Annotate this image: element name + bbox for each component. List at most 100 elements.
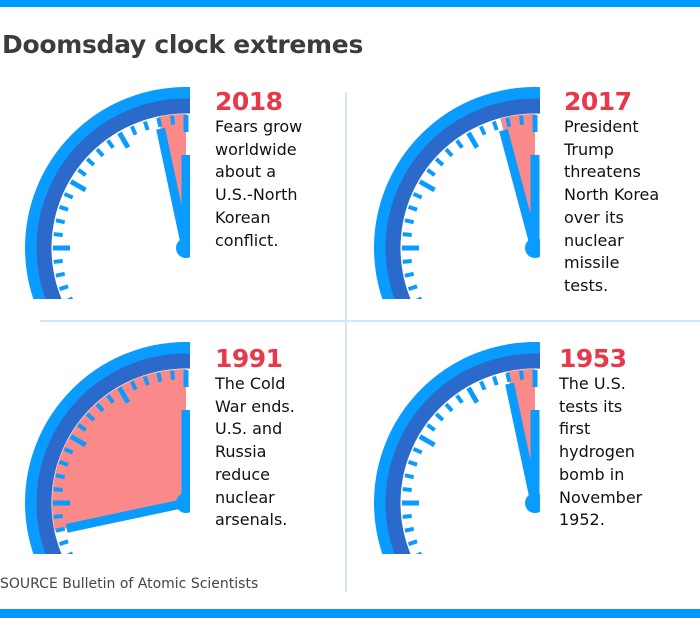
minute-tick (130, 380, 138, 391)
panel-year: 1991 (215, 344, 283, 373)
minute-tick (444, 147, 454, 158)
minute-tick (420, 306, 435, 315)
minute-tick (108, 348, 113, 355)
minute-tick (427, 576, 434, 581)
minute-tick (87, 331, 94, 337)
minute-tick (466, 131, 480, 149)
minute-tick (130, 125, 138, 136)
top-accent-bar (0, 0, 700, 7)
minute-tick (66, 551, 73, 554)
center-pivot (525, 493, 540, 513)
minute-tick (85, 157, 96, 167)
center-pivot (176, 238, 190, 258)
minute-tick (407, 459, 418, 467)
outer-ring (25, 87, 190, 299)
minute-hand (65, 498, 187, 533)
minute-tick (170, 115, 176, 125)
minute-tick (479, 125, 487, 136)
center-pivot (176, 493, 190, 513)
minute-tick (415, 296, 422, 299)
minute-tick (95, 147, 105, 158)
minute-tick (66, 296, 73, 299)
minute-tick (69, 179, 87, 193)
minute-tick (434, 412, 445, 422)
clock-1991 (25, 342, 190, 602)
minute-tick (58, 539, 69, 547)
panel-year: 1953 (559, 344, 627, 373)
minute-tick (404, 271, 415, 278)
minute-tick (106, 139, 115, 149)
minute-hand (505, 382, 540, 504)
minute-tick (53, 258, 63, 264)
minute-tick (170, 370, 176, 380)
minute-tick (479, 380, 487, 391)
minute-tick (418, 434, 436, 448)
minute-tick (420, 561, 435, 570)
clock-1953 (374, 342, 540, 602)
minute-tick (426, 423, 436, 432)
minute-tick (436, 331, 443, 337)
panel-year: 2018 (215, 87, 283, 116)
minute-hand (499, 128, 540, 250)
minute-tick (71, 561, 86, 570)
minute-tick (519, 370, 525, 380)
danger-wedge (51, 368, 186, 531)
vertical-divider (345, 92, 347, 592)
page-title: Doomsday clock extremes (2, 30, 364, 59)
minute-tick (142, 120, 150, 131)
minute-tick (412, 447, 423, 455)
minute-tick (156, 117, 163, 128)
minute-tick (436, 586, 443, 592)
minute-tick (55, 218, 66, 225)
outer-ring (25, 342, 190, 554)
minute-tick (53, 513, 63, 519)
panel-description: The U.S. tests its first hydrogen bomb i… (559, 374, 643, 530)
minute-tick (85, 412, 96, 422)
minute-tick (402, 232, 412, 238)
minute-tick (455, 139, 464, 149)
minute-tick (427, 321, 434, 326)
panel-description: President Trump threatens North Korea ov… (564, 117, 660, 295)
minute-tick (78, 321, 85, 326)
minute-tick (142, 375, 150, 386)
minute-tick (491, 120, 499, 131)
minute-tick (505, 372, 512, 383)
inner-ring (385, 98, 540, 299)
minute-tick (407, 204, 418, 212)
panel-1991-text: 1991 The Cold War ends. U.S. and Russia … (215, 345, 355, 532)
minute-tick (412, 192, 423, 200)
minute-tick (466, 386, 480, 404)
minute-tick (95, 402, 105, 413)
minute-tick (519, 115, 525, 125)
minute-tick (55, 271, 66, 278)
minute-tick (426, 168, 436, 177)
minute-tick (63, 192, 74, 200)
horizontal-divider (40, 320, 700, 322)
panel-description: The Cold War ends. U.S. and Russia reduc… (215, 374, 295, 530)
minute-tick (415, 551, 422, 554)
center-pivot (525, 238, 540, 258)
minute-tick (457, 348, 462, 355)
minute-tick (58, 459, 69, 467)
minute-tick (402, 258, 412, 264)
minute-tick (446, 595, 452, 602)
minute-tick (444, 402, 454, 413)
minute-tick (97, 340, 103, 347)
minute-tick (404, 218, 415, 225)
minute-hand (156, 127, 190, 249)
minute-tick (106, 394, 115, 404)
minute-tick (402, 513, 412, 519)
inner-ring (36, 98, 190, 299)
minute-tick (418, 179, 436, 193)
panel-2018-text: 2018 Fears grow worldwide about a U.S.-N… (215, 88, 355, 252)
minute-tick (455, 394, 464, 404)
minute-tick (407, 539, 418, 547)
minute-tick (77, 423, 87, 432)
minute-tick (117, 131, 131, 149)
minute-tick (156, 372, 163, 383)
minute-tick (402, 487, 412, 493)
outer-ring (374, 87, 540, 299)
source-credit: SOURCE Bulletin of Atomic Scientists (0, 576, 259, 592)
minute-tick (97, 595, 103, 602)
